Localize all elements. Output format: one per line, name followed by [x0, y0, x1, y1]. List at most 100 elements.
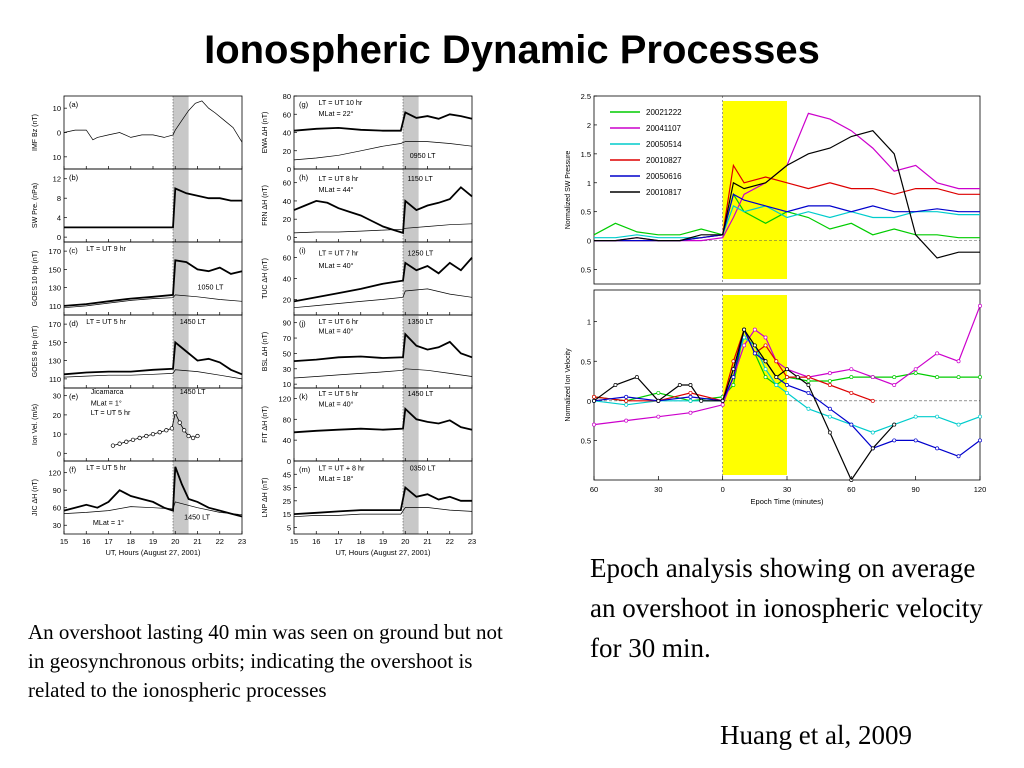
y-tick-label: 20 [283, 295, 291, 304]
y-tick-label: 20 [283, 215, 291, 224]
shaded-interval [403, 388, 419, 461]
panel-annotation: MLat = 18° [318, 474, 353, 483]
y-tick-label: 5 [287, 523, 291, 532]
shaded-interval [173, 96, 189, 169]
panel-annotation: 1250 LT [407, 249, 433, 258]
data-point [195, 433, 200, 439]
panel-annotation: LT = UT 8 hr [318, 174, 358, 183]
data-point [870, 375, 875, 380]
series-line [63, 259, 243, 307]
y-tick-label: 10 [53, 430, 61, 439]
data-point [592, 422, 596, 427]
x-tick-label: 60 [847, 485, 855, 494]
y-tick-label: 2.5 [581, 92, 591, 101]
panel-annotation: 1150 LT [407, 174, 433, 183]
data-point [870, 430, 875, 435]
data-point [169, 426, 175, 431]
data-point [624, 394, 629, 399]
series-line-20010817 [594, 130, 980, 259]
y-tick-label: 0 [287, 165, 291, 174]
data-point [763, 335, 768, 340]
panel-annotation: LT = UT 10 hr [318, 98, 362, 107]
panel-annotation: MLat = 22° [318, 109, 353, 118]
series-line [63, 501, 243, 516]
data-point [763, 367, 768, 372]
panel-annotation: 1450 LT [180, 317, 206, 326]
x-tick-label: 0 [721, 485, 725, 494]
data-point [742, 327, 747, 332]
x-tick-label: 22 [446, 537, 454, 546]
citation: Huang et al, 2009 [720, 720, 912, 750]
panel-annotation: LT = UT 5 hr [91, 408, 131, 417]
y-tick-label: 2 [587, 121, 591, 130]
data-point [774, 383, 779, 387]
y-axis-label: Normalized Ion Velocity [565, 348, 572, 422]
panel-letter: (f) [69, 465, 77, 474]
y-axis-label: SW Pre. (nPa) [32, 183, 39, 228]
legend: 20021222 20041107 20050514 20010827 20050616… [610, 108, 682, 197]
data-point [785, 367, 789, 372]
y-tick-label: 20 [53, 411, 61, 420]
data-point [720, 402, 725, 407]
data-point [892, 438, 897, 443]
y-tick-label: 40 [283, 436, 291, 445]
panel-annotation: MLat = 40° [318, 326, 353, 335]
y-axis-label: EWA ΔH (nT) [262, 112, 269, 154]
caption-left: An overshoot lasting 40 min was seen on … [28, 620, 503, 702]
panel-letter: (k) [299, 392, 308, 401]
y-axis-label: TUC ΔH (nT) [262, 258, 269, 299]
x-tick-label: 21 [423, 537, 431, 546]
panel-letter: (a) [69, 100, 79, 109]
series-line [63, 294, 243, 309]
y-tick-label: 110 [49, 302, 61, 311]
data-point [137, 435, 142, 441]
series-line [293, 368, 473, 379]
panel-annotation: 1350 LT [407, 317, 433, 326]
data-point [849, 422, 854, 427]
data-point [752, 343, 757, 348]
data-point [688, 383, 693, 387]
y-tick-label: 170 [48, 320, 61, 329]
y-tick-label: 4 [57, 214, 61, 223]
panel-i: 60 40 20 TUC ΔH (nT) (i) LT = UT 7 hr MLat = 4… [262, 241, 473, 316]
data-point [190, 435, 196, 441]
data-point [956, 422, 961, 427]
panel-letter: (m) [299, 465, 311, 474]
shaded-interval [173, 461, 189, 534]
y-tick-label: 20 [283, 147, 291, 156]
series-line [112, 411, 198, 446]
panel-j: 90 70 50 30 10 BSL ΔH (nT) (j) LT = UT 6 hrMLat… [262, 314, 473, 389]
y-tick-label: 0 [587, 397, 591, 406]
x-tick-label: 22 [216, 537, 224, 546]
panel-annotation: 0950 LT [410, 151, 436, 160]
shaded-interval [403, 461, 419, 534]
data-point [806, 406, 811, 411]
y-tick-label: 10 [53, 153, 61, 162]
y-tick-label: 45 [283, 470, 291, 479]
data-point [124, 439, 129, 444]
data-point [763, 375, 768, 380]
legend-label-20010817: 20010817 [646, 188, 682, 197]
data-point [731, 375, 736, 380]
y-tick-label: 120 [278, 394, 291, 403]
y-tick-label: 70 [283, 334, 291, 343]
panel-annotation: MLat = 40° [318, 261, 353, 270]
data-point [849, 390, 854, 395]
data-point [978, 438, 982, 443]
panel-letter: (c) [69, 246, 78, 255]
data-point [827, 406, 832, 411]
y-tick-label: 1 [587, 318, 591, 327]
data-point [806, 379, 811, 383]
series-line [293, 257, 473, 303]
data-point [785, 390, 789, 395]
data-point [774, 375, 779, 380]
y-tick-label: 15 [283, 510, 291, 519]
data-point [752, 327, 757, 332]
data-point [173, 410, 178, 416]
panel-annotation: 1450 LT [184, 512, 210, 521]
data-point [677, 383, 682, 387]
panel-annotation: LT = UT 5 hr [86, 463, 126, 472]
x-axis-label: UT, Hours (August 27, 2001) [335, 548, 431, 557]
series-line [293, 111, 473, 132]
y-tick-label: 40 [283, 129, 291, 138]
